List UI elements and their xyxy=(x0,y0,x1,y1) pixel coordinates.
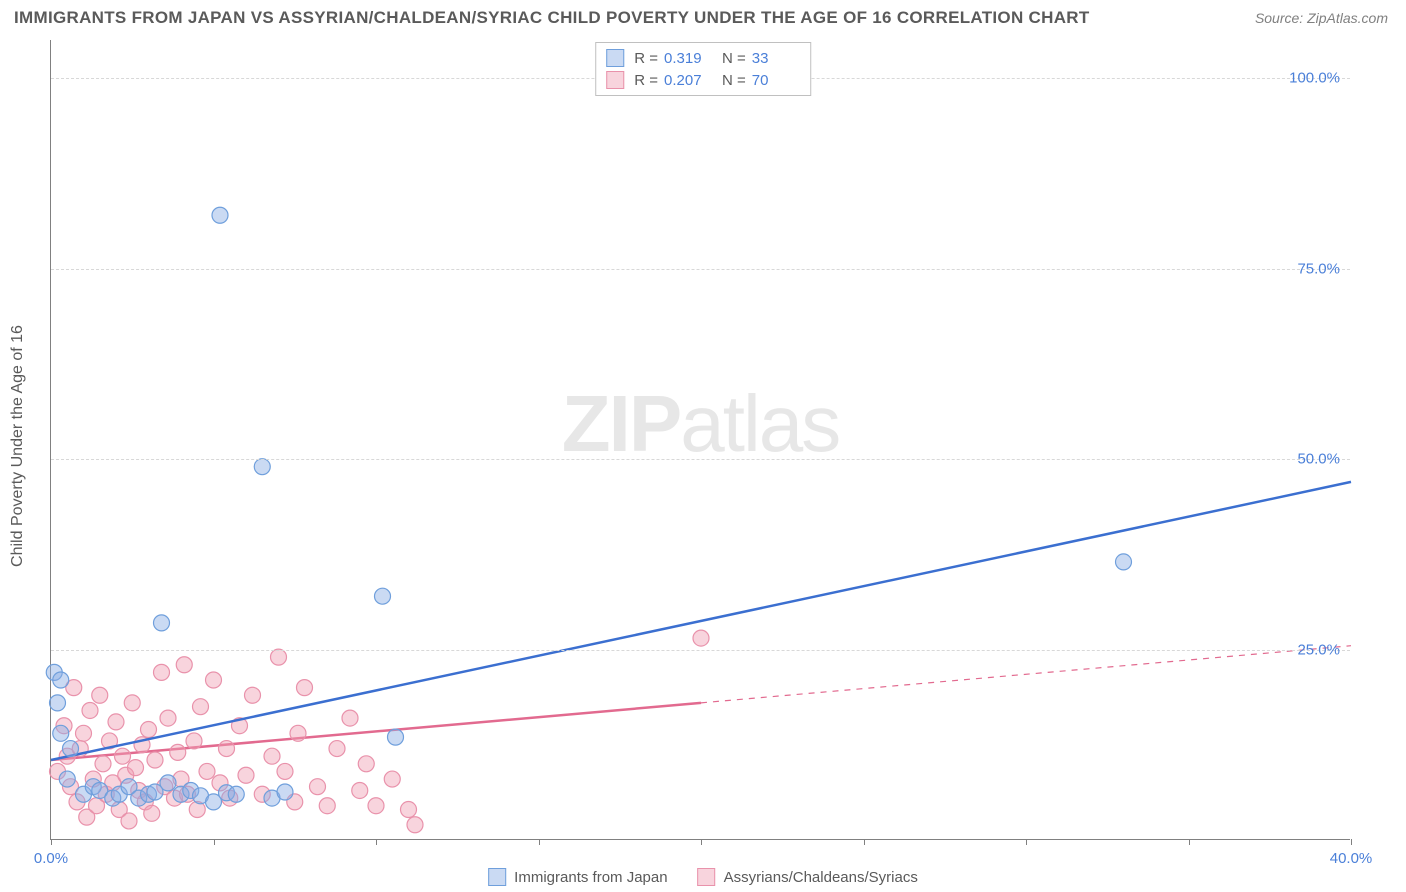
data-point xyxy=(50,695,66,711)
correlation-legend: R = 0.319 N = 33 R = 0.207 N = 70 xyxy=(595,42,811,96)
data-point xyxy=(199,763,215,779)
data-point xyxy=(186,733,202,749)
data-point xyxy=(384,771,400,787)
data-point xyxy=(401,802,417,818)
data-point xyxy=(121,813,137,829)
data-point xyxy=(176,657,192,673)
data-point xyxy=(193,699,209,715)
data-point xyxy=(1116,554,1132,570)
x-tick-label: 0.0% xyxy=(34,850,68,867)
series-legend-item: Immigrants from Japan xyxy=(488,868,667,886)
series-name: Immigrants from Japan xyxy=(514,869,667,886)
x-tick xyxy=(376,839,377,845)
data-point xyxy=(407,817,423,833)
data-point xyxy=(329,741,345,757)
data-point xyxy=(144,805,160,821)
data-point xyxy=(254,459,270,475)
gridline xyxy=(51,269,1350,270)
legend-n-value: 70 xyxy=(752,72,800,89)
legend-r-label: R = xyxy=(634,72,658,89)
x-tick xyxy=(539,839,540,845)
data-point xyxy=(310,779,326,795)
x-tick xyxy=(1026,839,1027,845)
legend-r-value: 0.319 xyxy=(664,50,712,67)
legend-r-value: 0.207 xyxy=(664,72,712,89)
legend-swatch xyxy=(606,49,624,67)
trend-line xyxy=(51,482,1351,760)
y-axis-title: Child Poverty Under the Age of 16 xyxy=(9,325,27,567)
y-tick-label: 100.0% xyxy=(1289,70,1340,87)
data-point xyxy=(141,722,157,738)
data-point xyxy=(342,710,358,726)
data-point xyxy=(228,786,244,802)
gridline xyxy=(51,459,1350,460)
x-tick xyxy=(701,839,702,845)
data-point xyxy=(264,748,280,764)
legend-swatch xyxy=(606,71,624,89)
data-point xyxy=(352,782,368,798)
data-point xyxy=(59,771,75,787)
gridline xyxy=(51,650,1350,651)
data-point xyxy=(277,784,293,800)
data-point xyxy=(95,756,111,772)
data-point xyxy=(319,798,335,814)
legend-r-label: R = xyxy=(634,50,658,67)
y-tick-label: 50.0% xyxy=(1297,451,1340,468)
x-tick xyxy=(214,839,215,845)
chart-svg xyxy=(51,40,1350,839)
data-point xyxy=(63,741,79,757)
data-point xyxy=(92,687,108,703)
data-point xyxy=(277,763,293,779)
data-point xyxy=(368,798,384,814)
data-point xyxy=(53,672,69,688)
data-point xyxy=(388,729,404,745)
legend-row: R = 0.319 N = 33 xyxy=(606,47,800,69)
data-point xyxy=(128,760,144,776)
data-point xyxy=(115,748,131,764)
y-tick-label: 75.0% xyxy=(1297,260,1340,277)
data-point xyxy=(245,687,261,703)
x-tick xyxy=(1351,839,1352,845)
legend-row: R = 0.207 N = 70 xyxy=(606,69,800,91)
data-point xyxy=(290,725,306,741)
data-point xyxy=(170,744,186,760)
data-point xyxy=(76,725,92,741)
series-legend-item: Assyrians/Chaldeans/Syriacs xyxy=(698,868,918,886)
data-point xyxy=(238,767,254,783)
legend-n-label: N = xyxy=(722,50,746,67)
x-tick xyxy=(864,839,865,845)
plot-area: ZIPatlas 25.0%50.0%75.0%100.0%0.0%40.0% xyxy=(50,40,1350,840)
y-tick-label: 25.0% xyxy=(1297,641,1340,658)
data-point xyxy=(108,714,124,730)
series-name: Assyrians/Chaldeans/Syriacs xyxy=(724,869,918,886)
data-point xyxy=(124,695,140,711)
chart-title: IMMIGRANTS FROM JAPAN VS ASSYRIAN/CHALDE… xyxy=(14,8,1090,28)
series-legend: Immigrants from Japan Assyrians/Chaldeans… xyxy=(488,868,918,886)
data-point xyxy=(271,649,287,665)
data-point xyxy=(154,615,170,631)
data-point xyxy=(160,710,176,726)
legend-swatch xyxy=(698,868,716,886)
data-point xyxy=(212,207,228,223)
data-point xyxy=(82,702,98,718)
data-point xyxy=(297,680,313,696)
x-tick-label: 40.0% xyxy=(1330,850,1373,867)
data-point xyxy=(154,664,170,680)
x-tick xyxy=(51,839,52,845)
data-point xyxy=(160,775,176,791)
data-point xyxy=(147,752,163,768)
legend-swatch xyxy=(488,868,506,886)
data-point xyxy=(693,630,709,646)
legend-n-label: N = xyxy=(722,72,746,89)
source-attribution: Source: ZipAtlas.com xyxy=(1255,10,1388,26)
data-point xyxy=(53,725,69,741)
data-point xyxy=(206,672,222,688)
data-point xyxy=(358,756,374,772)
x-tick xyxy=(1189,839,1190,845)
data-point xyxy=(375,588,391,604)
legend-n-value: 33 xyxy=(752,50,800,67)
data-point xyxy=(219,741,235,757)
trend-line-extrapolated xyxy=(701,646,1351,703)
